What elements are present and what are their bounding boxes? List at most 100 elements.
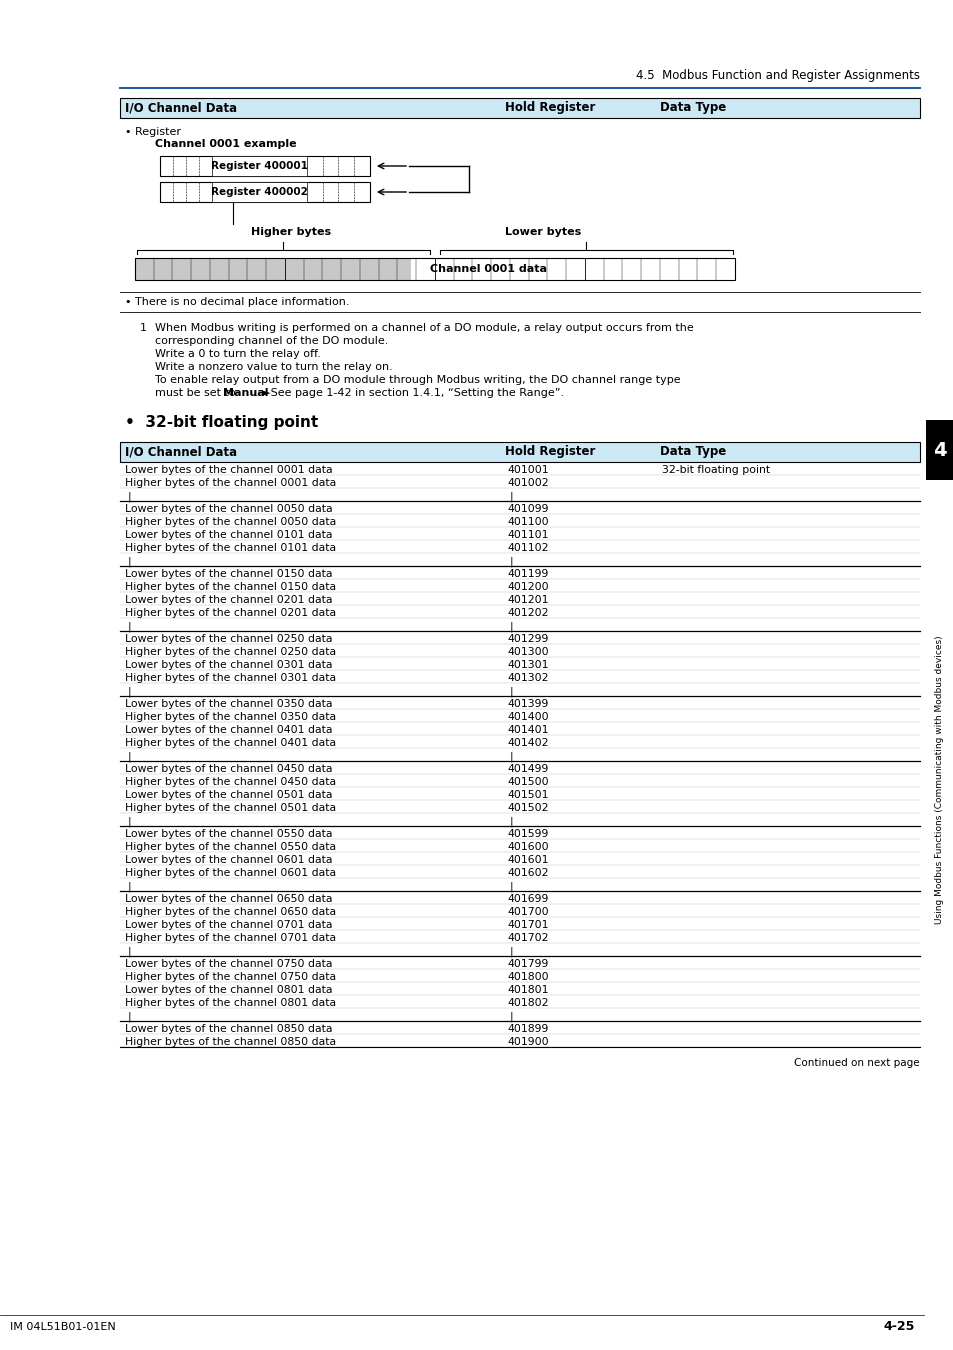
Text: Higher bytes of the channel 0050 data: Higher bytes of the channel 0050 data (125, 517, 335, 526)
Text: Lower bytes of the channel 0601 data: Lower bytes of the channel 0601 data (125, 855, 333, 865)
Text: 401202: 401202 (506, 608, 548, 618)
Text: Lower bytes of the channel 0001 data: Lower bytes of the channel 0001 data (125, 464, 333, 475)
Text: 401001: 401001 (506, 464, 548, 475)
Text: Lower bytes of the channel 0350 data: Lower bytes of the channel 0350 data (125, 699, 333, 709)
Text: Higher bytes of the channel 0101 data: Higher bytes of the channel 0101 data (125, 543, 335, 554)
Text: 401702: 401702 (506, 933, 548, 944)
Text: |: | (128, 686, 132, 697)
Text: Lower bytes of the channel 0401 data: Lower bytes of the channel 0401 data (125, 725, 333, 734)
Text: |: | (510, 817, 513, 826)
Text: 401301: 401301 (506, 660, 548, 670)
Text: Higher bytes of the channel 0250 data: Higher bytes of the channel 0250 data (125, 647, 335, 657)
Text: |: | (510, 1011, 513, 1022)
Text: |: | (510, 946, 513, 957)
Text: 401900: 401900 (506, 1037, 548, 1048)
Text: |: | (510, 882, 513, 892)
Text: 4: 4 (932, 440, 945, 459)
Text: Lower bytes of the channel 0450 data: Lower bytes of the channel 0450 data (125, 764, 333, 774)
Text: Lower bytes of the channel 0550 data: Lower bytes of the channel 0550 data (125, 829, 333, 840)
Bar (925, 420, 953, 481)
Text: Lower bytes of the channel 0301 data: Lower bytes of the channel 0301 data (125, 660, 333, 670)
Text: 4.5  Modbus Function and Register Assignments: 4.5 Modbus Function and Register Assignm… (636, 69, 919, 82)
Text: 401402: 401402 (506, 738, 548, 748)
Text: Data Type: Data Type (659, 101, 725, 115)
Text: 401501: 401501 (506, 790, 548, 801)
Text: Higher bytes of the channel 0450 data: Higher bytes of the channel 0450 data (125, 778, 335, 787)
Text: 401400: 401400 (506, 711, 548, 722)
Text: Lower bytes of the channel 0650 data: Lower bytes of the channel 0650 data (125, 894, 333, 904)
Text: 401801: 401801 (506, 986, 548, 995)
Text: . ►See page 1-42 in section 1.4.1, “Setting the Range”.: . ►See page 1-42 in section 1.4.1, “Sett… (254, 387, 563, 398)
Text: Continued on next page: Continued on next page (794, 1058, 919, 1068)
Text: Higher bytes of the channel 0401 data: Higher bytes of the channel 0401 data (125, 738, 335, 748)
Text: 4-25: 4-25 (882, 1320, 914, 1334)
Text: 401800: 401800 (506, 972, 548, 981)
Text: 401399: 401399 (506, 699, 548, 709)
Text: Channel 0001 data: Channel 0001 data (430, 265, 547, 274)
Text: 401200: 401200 (506, 582, 548, 593)
Text: Higher bytes of the channel 0750 data: Higher bytes of the channel 0750 data (125, 972, 335, 981)
Bar (160, 157, 370, 176)
Text: 401099: 401099 (506, 504, 548, 514)
Text: Higher bytes of the channel 0150 data: Higher bytes of the channel 0150 data (125, 582, 335, 593)
Bar (120, 99, 919, 117)
Bar (135, 258, 411, 279)
Text: 401700: 401700 (506, 907, 548, 917)
Text: |: | (510, 686, 513, 697)
Text: 401002: 401002 (506, 478, 548, 489)
Bar (135, 258, 734, 279)
Text: |: | (510, 621, 513, 632)
Text: Higher bytes of the channel 0550 data: Higher bytes of the channel 0550 data (125, 842, 335, 852)
Text: • Register: • Register (125, 127, 181, 136)
Text: Higher bytes of the channel 0801 data: Higher bytes of the channel 0801 data (125, 998, 335, 1008)
Text: 401899: 401899 (506, 1025, 548, 1034)
Text: 401499: 401499 (506, 764, 548, 774)
Text: Lower bytes of the channel 0801 data: Lower bytes of the channel 0801 data (125, 986, 333, 995)
Text: Higher bytes of the channel 0650 data: Higher bytes of the channel 0650 data (125, 907, 335, 917)
Bar (120, 441, 919, 462)
Text: 401602: 401602 (506, 868, 548, 878)
Text: 401100: 401100 (506, 517, 548, 526)
Text: Using Modbus Functions (Communicating with Modbus devices): Using Modbus Functions (Communicating wi… (935, 636, 943, 925)
Text: 401300: 401300 (506, 647, 548, 657)
Text: Register 400002: Register 400002 (212, 188, 308, 197)
Text: Lower bytes of the channel 0750 data: Lower bytes of the channel 0750 data (125, 958, 333, 969)
Text: Higher bytes of the channel 0701 data: Higher bytes of the channel 0701 data (125, 933, 335, 944)
Text: |: | (128, 817, 132, 826)
Text: |: | (128, 556, 132, 567)
Text: Data Type: Data Type (659, 446, 725, 459)
Text: 401599: 401599 (506, 829, 548, 840)
Bar (213, 157, 307, 176)
Text: I/O Channel Data: I/O Channel Data (125, 446, 237, 459)
Text: |: | (128, 1011, 132, 1022)
Text: corresponding channel of the DO module.: corresponding channel of the DO module. (154, 336, 388, 346)
Text: Write a 0 to turn the relay off.: Write a 0 to turn the relay off. (154, 350, 320, 359)
Text: must be set to: must be set to (154, 387, 239, 398)
Text: Hold Register: Hold Register (504, 101, 595, 115)
Text: 401799: 401799 (506, 958, 548, 969)
Text: Higher bytes of the channel 0301 data: Higher bytes of the channel 0301 data (125, 674, 335, 683)
Text: 401201: 401201 (506, 595, 548, 605)
Text: Higher bytes of the channel 0501 data: Higher bytes of the channel 0501 data (125, 803, 335, 813)
Text: Higher bytes of the channel 0601 data: Higher bytes of the channel 0601 data (125, 868, 335, 878)
Text: Lower bytes of the channel 0250 data: Lower bytes of the channel 0250 data (125, 634, 333, 644)
Text: Lower bytes of the channel 0701 data: Lower bytes of the channel 0701 data (125, 921, 333, 930)
Text: • There is no decimal place information.: • There is no decimal place information. (125, 297, 349, 306)
Text: 401101: 401101 (506, 531, 548, 540)
Text: Higher bytes of the channel 0850 data: Higher bytes of the channel 0850 data (125, 1037, 335, 1048)
Text: |: | (510, 751, 513, 761)
Text: 401701: 401701 (506, 921, 548, 930)
Text: When Modbus writing is performed on a channel of a DO module, a relay output occ: When Modbus writing is performed on a ch… (154, 323, 693, 333)
Text: Lower bytes of the channel 0501 data: Lower bytes of the channel 0501 data (125, 790, 333, 801)
Text: Lower bytes: Lower bytes (504, 227, 580, 238)
Text: 1: 1 (140, 323, 147, 333)
Text: |: | (128, 882, 132, 892)
Text: 401502: 401502 (506, 803, 548, 813)
Text: |: | (128, 491, 132, 502)
Text: 401601: 401601 (506, 855, 548, 865)
Text: Register 400001: Register 400001 (212, 161, 308, 171)
Text: |: | (128, 621, 132, 632)
Text: To enable relay output from a DO module through Modbus writing, the DO channel r: To enable relay output from a DO module … (154, 375, 679, 385)
Text: Hold Register: Hold Register (504, 446, 595, 459)
Text: IM 04L51B01-01EN: IM 04L51B01-01EN (10, 1322, 115, 1332)
